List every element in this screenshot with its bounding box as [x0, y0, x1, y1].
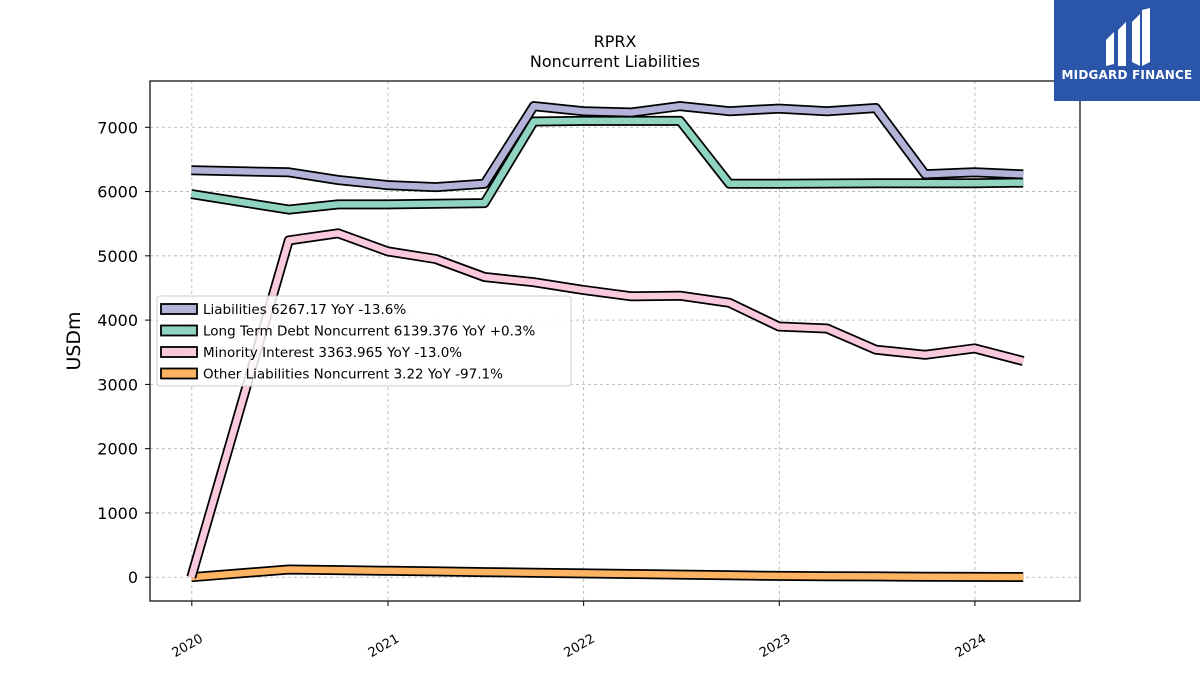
y-tick-label: 3000	[97, 375, 138, 394]
legend-entry: Long Term Debt Noncurrent 6139.376 YoY +…	[203, 324, 535, 340]
series-layer	[186, 101, 1025, 583]
logo: MIDGARD FINANCE	[1054, 0, 1200, 101]
y-tick-label: 7000	[97, 118, 138, 137]
legend-entry: Minority Interest 3363.965 YoY -13.0%	[203, 345, 462, 361]
x-tick-label: 2021	[366, 631, 402, 661]
legend-box	[156, 295, 572, 387]
y-tick-label: 1000	[97, 504, 138, 523]
series-line-3	[191, 566, 1024, 581]
legend-swatch	[160, 367, 198, 380]
series-line-1	[190, 117, 1024, 213]
y-tick-label: 4000	[97, 311, 138, 330]
x-tick-label: 2020	[170, 631, 206, 661]
y-tick-label: 2000	[97, 440, 138, 459]
chart-title: RPRX	[594, 32, 637, 51]
legend-entry: Liabilities 6267.17 YoY -13.6%	[203, 302, 406, 318]
x-tick-label: 2022	[561, 631, 597, 661]
chart-subtitle: Noncurrent Liabilities	[530, 52, 700, 71]
logo-mark-icon	[1106, 8, 1150, 66]
y-tick-label: 0	[128, 568, 138, 587]
x-tick-label: 2023	[757, 631, 793, 661]
ticks: 0 1000 2000 3000 4000 5000 6000 7000 2020 2021 202…	[97, 118, 989, 661]
legend-swatch	[160, 346, 198, 358]
y-tick-label: 6000	[97, 183, 138, 202]
series-line-0	[191, 102, 1024, 191]
legend-swatch	[160, 324, 198, 337]
y-axis-label: USDm	[63, 311, 85, 370]
series-line-2	[188, 230, 1025, 579]
legend: Liabilities 6267.17 YoY -13.6% Long Term …	[156, 295, 572, 387]
plot-frame	[149, 80, 1081, 602]
legend-entry: Other Liabilities Noncurrent 3.22 YoY -9…	[203, 367, 503, 383]
logo-text: MIDGARD FINANCE	[1061, 68, 1193, 82]
legend-swatch	[160, 303, 198, 315]
y-tick-label: 5000	[97, 247, 138, 266]
x-tick-label: 2024	[953, 631, 989, 661]
series-outline-2	[186, 228, 1025, 579]
